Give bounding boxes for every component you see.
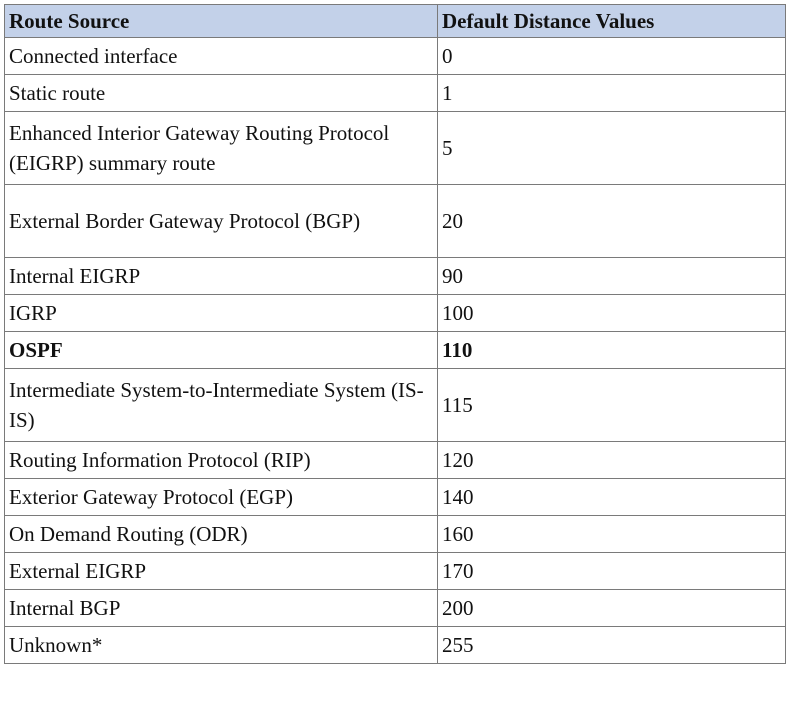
distance-value-cell: 170 — [437, 552, 786, 590]
table-row: Exterior Gateway Protocol (EGP) 140 — [4, 478, 786, 516]
header-default-distance: Default Distance Values — [437, 4, 786, 38]
distance-value-cell: 100 — [437, 294, 786, 332]
distance-value-cell: 20 — [437, 184, 786, 258]
distance-value-cell: 5 — [437, 111, 786, 185]
distance-value-cell: 160 — [437, 515, 786, 553]
table-row: External EIGRP 170 — [4, 552, 786, 590]
distance-value-cell: 120 — [437, 441, 786, 479]
admin-distance-table: Route Source Default Distance Values Con… — [4, 4, 786, 664]
route-source-cell: Internal BGP — [4, 589, 438, 627]
header-route-source: Route Source — [4, 4, 438, 38]
table-row: Connected interface 0 — [4, 37, 786, 75]
route-source-cell: Internal EIGRP — [4, 257, 438, 295]
table-row: Internal EIGRP 90 — [4, 257, 786, 295]
route-source-cell: Static route — [4, 74, 438, 112]
distance-value-cell: 140 — [437, 478, 786, 516]
table-row-highlighted: OSPF 110 — [4, 331, 786, 369]
table-row: On Demand Routing (ODR) 160 — [4, 515, 786, 553]
table-row: Unknown* 255 — [4, 626, 786, 664]
distance-value-cell: 255 — [437, 626, 786, 664]
route-source-cell: External Border Gateway Protocol (BGP) — [4, 184, 438, 258]
table-row: IGRP 100 — [4, 294, 786, 332]
distance-value-cell: 200 — [437, 589, 786, 627]
route-source-cell: Connected interface — [4, 37, 438, 75]
table-row: Routing Information Protocol (RIP) 120 — [4, 441, 786, 479]
table-header: Route Source Default Distance Values — [4, 4, 786, 38]
table-row: Static route 1 — [4, 74, 786, 112]
distance-value-cell: 90 — [437, 257, 786, 295]
route-source-cell: IGRP — [4, 294, 438, 332]
header-row: Route Source Default Distance Values — [4, 4, 786, 38]
distance-value-cell: 110 — [437, 331, 786, 369]
route-source-cell: External EIGRP — [4, 552, 438, 590]
table-body: Connected interface 0 Static route 1 Enh… — [4, 37, 786, 664]
table-row: Enhanced Interior Gateway Routing Protoc… — [4, 111, 786, 185]
distance-value-cell: 115 — [437, 368, 786, 442]
route-source-cell: Intermediate System-to-Intermediate Syst… — [4, 368, 438, 442]
route-source-cell: Exterior Gateway Protocol (EGP) — [4, 478, 438, 516]
route-source-cell: OSPF — [4, 331, 438, 369]
table-row: Intermediate System-to-Intermediate Syst… — [4, 368, 786, 442]
distance-value-cell: 1 — [437, 74, 786, 112]
table-row: Internal BGP 200 — [4, 589, 786, 627]
route-source-cell: On Demand Routing (ODR) — [4, 515, 438, 553]
route-source-cell: Unknown* — [4, 626, 438, 664]
route-source-cell: Enhanced Interior Gateway Routing Protoc… — [4, 111, 438, 185]
table-row: External Border Gateway Protocol (BGP) 2… — [4, 184, 786, 258]
route-source-cell: Routing Information Protocol (RIP) — [4, 441, 438, 479]
distance-value-cell: 0 — [437, 37, 786, 75]
